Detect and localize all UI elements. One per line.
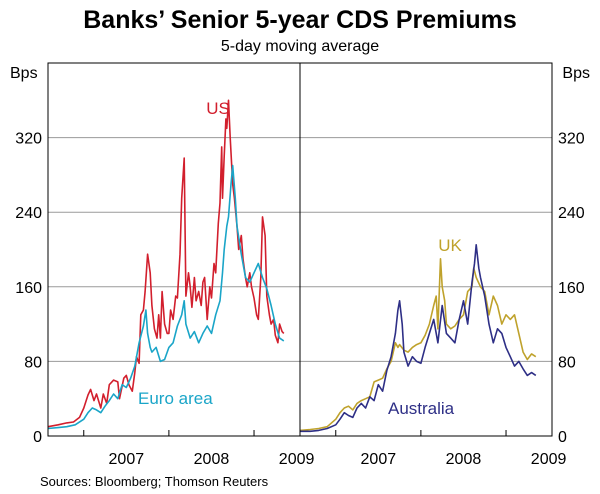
x-tick-label-0-2007: 2007 <box>109 451 145 468</box>
left-y-tick-80: 80 <box>24 354 42 371</box>
x-tick-label-0-2009: 2009 <box>279 451 315 468</box>
right-y-tick-0: 0 <box>558 429 567 446</box>
right-unit-label: Bps <box>562 65 590 82</box>
x-tick-label-1-2008: 2008 <box>446 451 482 468</box>
x-tick-label-0-2008: 2008 <box>194 451 230 468</box>
left-y-tick-160: 160 <box>15 280 42 297</box>
euro-area-series-label: Euro area <box>138 389 213 408</box>
left-y-tick-240: 240 <box>15 205 42 222</box>
source-note: Sources: Bloomberg; Thomson Reuters <box>40 474 269 489</box>
australia-series-label: Australia <box>388 399 455 418</box>
series-line-uk <box>299 257 537 432</box>
chart-subtitle: 5-day moving average <box>221 38 379 55</box>
right-y-tick-320: 320 <box>558 131 585 148</box>
us-series-label: US <box>206 99 230 118</box>
left-y-tick-320: 320 <box>15 131 42 148</box>
x-tick-label-1-2007: 2007 <box>361 451 397 468</box>
series-line-australia <box>300 244 537 433</box>
x-tick-label-1-2009: 2009 <box>531 451 567 468</box>
right-y-tick-80: 80 <box>558 354 576 371</box>
left-y-tick-0: 0 <box>33 429 42 446</box>
uk-series-label: UK <box>438 236 462 255</box>
right-y-tick-240: 240 <box>558 205 585 222</box>
data-series <box>47 99 537 433</box>
series-line-us <box>47 99 285 428</box>
series-line-euro-area <box>47 164 285 430</box>
axis-ticks: 0 0 80 80 160 160 240 240 320 320 2007 2008 2009 2007… <box>15 131 585 468</box>
chart-title: Banks’ Senior 5-year CDS Premiums <box>83 6 517 34</box>
right-y-tick-160: 160 <box>558 280 585 297</box>
left-unit-label: Bps <box>10 65 38 82</box>
